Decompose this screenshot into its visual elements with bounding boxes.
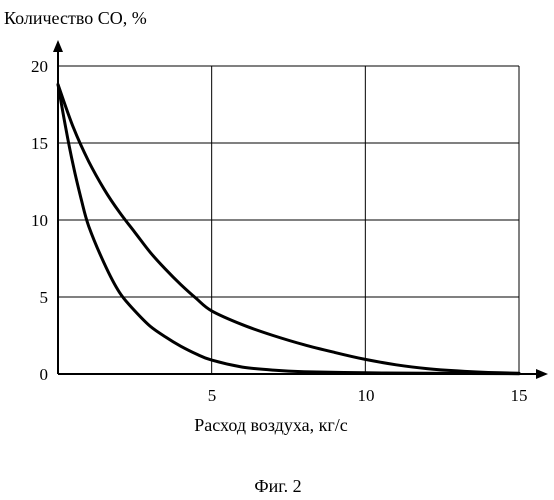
series-line-1 [58,85,519,374]
series-line-2 [58,85,519,374]
y-tick-label: 0 [40,365,49,384]
series-group [58,85,519,374]
y-tick-label: 5 [40,288,49,307]
x-tick-label: 5 [208,386,217,405]
x-tick-labels: 5 10 15 [208,386,528,405]
x-tick-label: 15 [511,386,528,405]
y-axis-arrow [53,40,63,52]
y-tick-labels: 0 5 10 15 20 [31,57,48,384]
y-tick-label: 15 [31,134,48,153]
x-tick-label: 10 [358,386,375,405]
x-axis-arrow [536,369,548,379]
x-axis-title: Расход воздуха, кг/с [194,415,347,435]
y-axis-title: Количество СО, % [4,8,147,28]
y-tick-label: 10 [31,211,48,230]
y-tick-label: 20 [31,57,48,76]
figure-caption: Фиг. 2 [254,476,301,496]
grid [58,66,519,374]
